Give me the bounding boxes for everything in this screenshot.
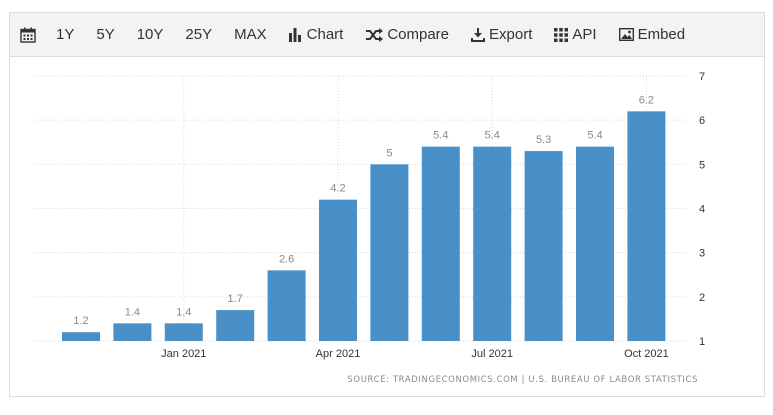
y-tick-label: 4 [699, 204, 705, 216]
compare-button[interactable]: Compare [365, 26, 449, 43]
chart-area: 1 2 3 4 5 6 7 Jan 2021 Apr 2021 Jul 2021 Oct 2021 1… [10, 57, 764, 396]
bar[interactable] [576, 146, 614, 341]
bar[interactable] [473, 146, 512, 341]
chart-toolbar: 1Y 5Y 10Y 25Y MAX Chart Compare Export [10, 13, 764, 57]
y-tick-label: 6 [699, 115, 705, 127]
bar[interactable] [370, 164, 409, 341]
data-label: 2.6 [279, 253, 294, 265]
data-label: 4.2 [330, 183, 345, 195]
image-icon [618, 28, 634, 41]
bar[interactable] [216, 310, 255, 341]
data-label: 5 [386, 147, 392, 159]
data-label: 1.4 [176, 306, 191, 318]
compare-button-label: Compare [387, 26, 450, 43]
calendar-icon[interactable] [20, 27, 36, 43]
bar[interactable] [267, 270, 306, 341]
bar[interactable] [421, 146, 460, 341]
grid-icon [554, 27, 569, 42]
data-label: 5.4 [587, 130, 602, 142]
range-10y-button[interactable]: 10Y [136, 26, 164, 43]
chart-button[interactable]: Chart [288, 26, 344, 43]
bar[interactable] [113, 323, 152, 341]
shuffle-icon [366, 27, 384, 42]
range-5y-button[interactable]: 5Y [96, 26, 115, 43]
export-button[interactable]: Export [471, 26, 532, 43]
y-tick-label: 3 [699, 248, 705, 260]
bar-chart-icon [288, 27, 301, 42]
y-tick-label: 7 [699, 71, 705, 83]
download-icon [471, 27, 486, 42]
data-label: 5.4 [433, 130, 448, 142]
y-tick-label: 2 [699, 292, 705, 304]
api-button-label: API [572, 26, 597, 43]
range-max-button[interactable]: MAX [234, 26, 267, 43]
x-tick-label: Apr 2021 [316, 348, 361, 360]
range-25y-button[interactable]: 25Y [185, 26, 213, 43]
chart-widget: 1Y 5Y 10Y 25Y MAX Chart Compare Export [9, 12, 765, 397]
bar[interactable] [62, 332, 100, 341]
api-button[interactable]: API [554, 26, 597, 43]
data-label: 1.4 [125, 306, 140, 318]
embed-button[interactable]: Embed [618, 26, 686, 43]
bar[interactable] [319, 199, 357, 341]
embed-button-label: Embed [637, 26, 686, 43]
x-tick-label: Oct 2021 [624, 348, 669, 360]
range-1y-button[interactable]: 1Y [56, 26, 75, 43]
data-label: 6.2 [639, 94, 654, 106]
x-tick-label: Jan 2021 [161, 348, 206, 360]
bar[interactable] [627, 111, 666, 341]
data-label: 1.7 [228, 293, 243, 305]
bar[interactable] [164, 323, 203, 341]
y-tick-label: 5 [699, 159, 705, 171]
y-tick-label: 1 [699, 336, 705, 348]
data-label: 5.4 [485, 130, 500, 142]
chart-button-label: Chart [306, 26, 344, 43]
source-caption: SOURCE: TRADINGECONOMICS.COM | U.S. BURE… [347, 375, 698, 385]
export-button-label: Export [489, 26, 533, 43]
bar[interactable] [524, 151, 563, 341]
x-tick-label: Jul 2021 [471, 348, 513, 360]
data-label: 5.3 [536, 134, 551, 146]
bar-chart: 1 2 3 4 5 6 7 Jan 2021 Apr 2021 Jul 2021 Oct 2021 1… [34, 71, 705, 360]
data-label: 1.2 [73, 315, 88, 327]
